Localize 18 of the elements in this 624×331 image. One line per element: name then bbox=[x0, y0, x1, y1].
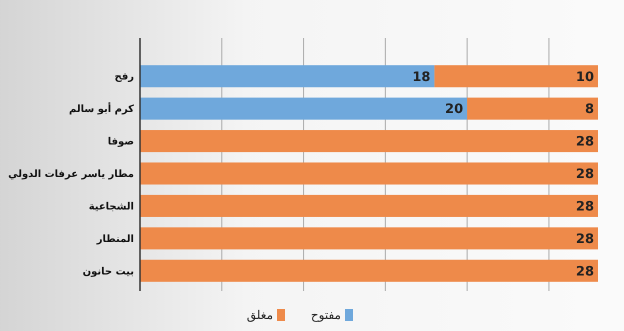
data-label: 28 bbox=[576, 134, 594, 150]
data-label: 20 bbox=[445, 102, 464, 118]
legend-label: مغلق bbox=[246, 308, 273, 322]
data-label: 10 bbox=[576, 70, 594, 85]
y-tick-label: بيت حانون bbox=[82, 266, 134, 278]
legend-label: مفتوح bbox=[310, 308, 341, 322]
y-tick-label: صوفا bbox=[108, 136, 134, 148]
y-tick-label: كرم أبو سالم bbox=[69, 102, 134, 116]
data-label: 18 bbox=[412, 70, 430, 85]
data-label: 28 bbox=[576, 232, 594, 247]
y-tick-label: رفح bbox=[114, 72, 134, 83]
y-tick-label: مطار ياسر عرفات الدولي bbox=[8, 169, 134, 180]
y-tick-label: المنطار bbox=[96, 234, 134, 245]
data-label: 28 bbox=[576, 264, 594, 280]
data-label: 8 bbox=[584, 102, 594, 118]
y-tick-label: الشجاعية bbox=[88, 201, 134, 212]
data-label: 28 bbox=[576, 199, 594, 214]
data-label: 28 bbox=[576, 167, 594, 182]
